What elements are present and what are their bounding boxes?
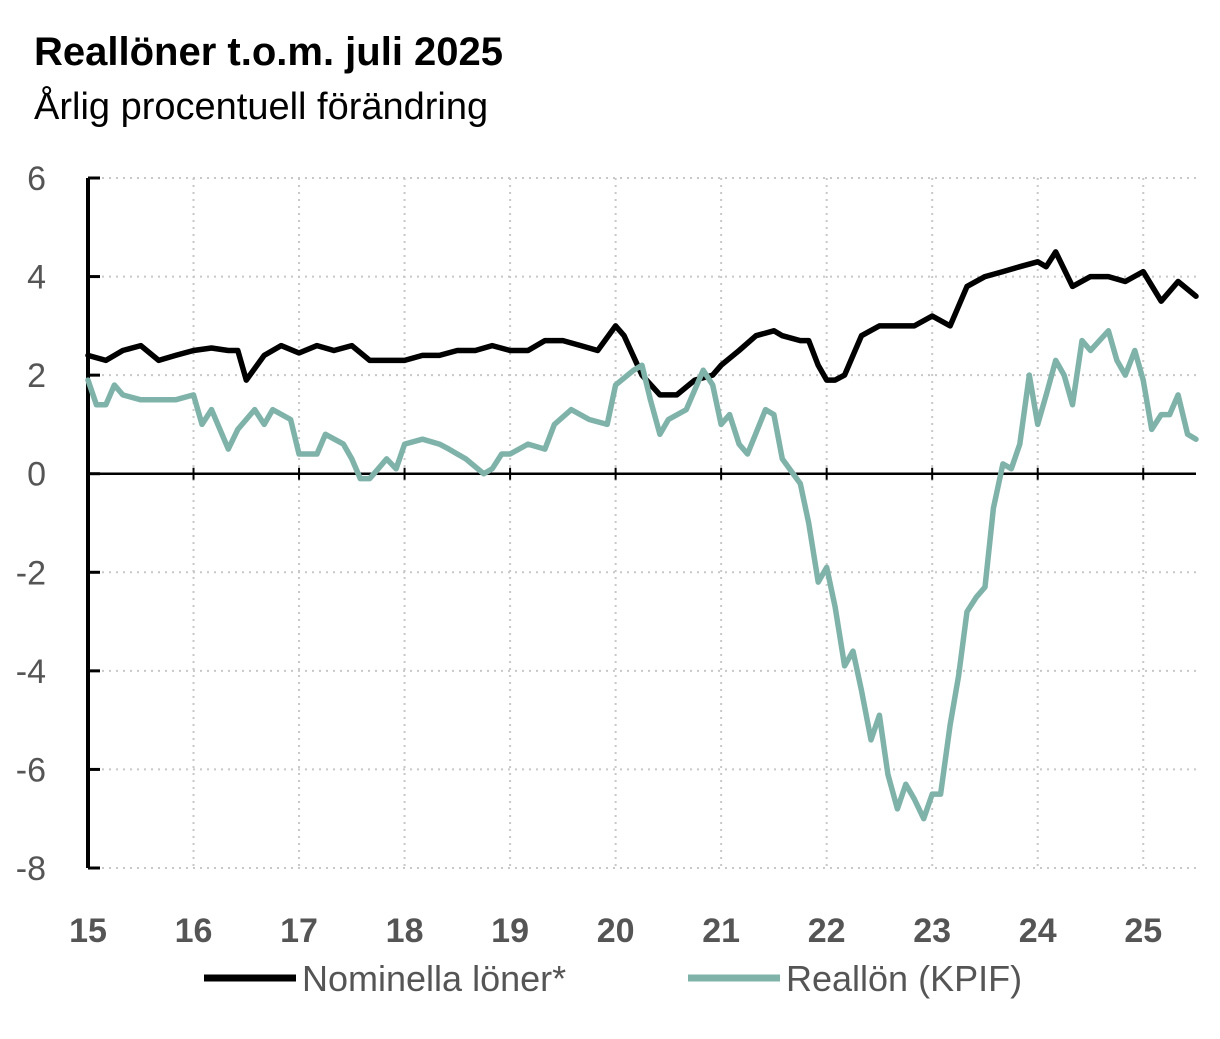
y-tick-label: 4 [27, 259, 46, 297]
x-tick-label: 18 [386, 912, 424, 950]
series-line-2 [85, 328, 1199, 822]
y-tick-label: 0 [27, 456, 46, 494]
x-tick-label: 23 [913, 912, 951, 950]
series-line-1 [85, 249, 1199, 398]
y-tick-label: -8 [16, 850, 46, 888]
legend-label: Nominella löner* [302, 958, 566, 999]
x-tick-label: 22 [808, 912, 846, 950]
chart-title: Reallöner t.o.m. juli 2025 [34, 30, 504, 74]
x-tick-labels: 15 16 17 18 19 20 21 22 23 24 25 [69, 912, 1162, 950]
y-tick-label: 6 [27, 160, 46, 198]
x-tick-label: 20 [597, 912, 635, 950]
x-tick-label: 15 [69, 912, 107, 950]
y-tick-label: -6 [16, 751, 46, 789]
x-tick-label: 17 [280, 912, 318, 950]
x-tick-label: 21 [702, 912, 740, 950]
y-tick-labels: 6 4 2 0 -2 -4 -6 -8 [16, 160, 46, 888]
axes [86, 176, 1196, 870]
chart-subtitle: Årlig procentuell förändring [34, 86, 489, 128]
y-tick-label: -2 [16, 554, 46, 592]
series-lines [85, 249, 1199, 822]
y-tick-label: -4 [16, 653, 46, 691]
legend-label: Reallön (KPIF) [786, 958, 1022, 999]
x-tick-label: 24 [1019, 912, 1057, 950]
y-tick-label: 2 [27, 357, 46, 395]
x-tick-label: 19 [491, 912, 529, 950]
x-tick-label: 16 [175, 912, 213, 950]
legend: Nominella löner* Reallön (KPIF) [204, 958, 1022, 999]
grid-lines [88, 177, 1196, 869]
x-tick-label: 25 [1124, 912, 1162, 950]
